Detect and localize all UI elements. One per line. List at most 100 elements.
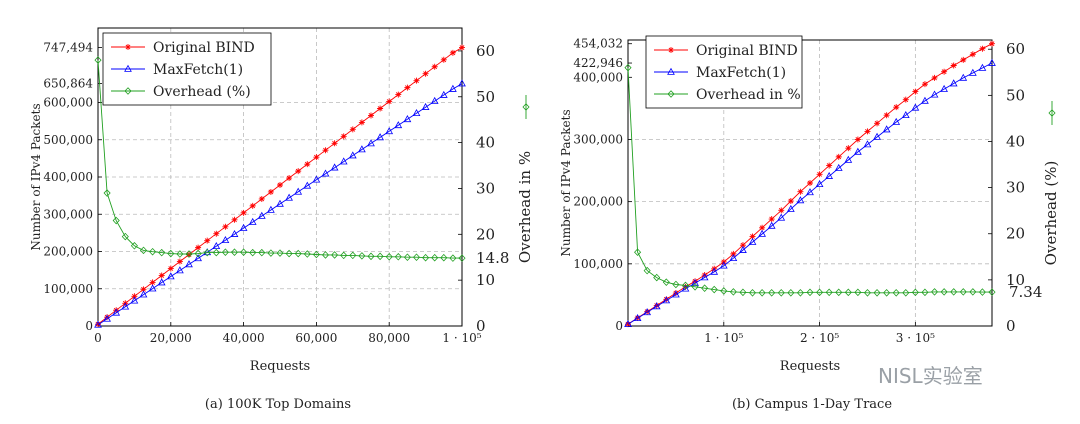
y2-tick-label: 40 <box>1006 132 1025 150</box>
data-point <box>95 321 101 328</box>
y-tick-label: 200,000 <box>573 195 623 209</box>
data-point <box>921 81 928 88</box>
data-point <box>358 252 366 260</box>
data-point <box>185 260 193 268</box>
data-point <box>368 112 374 119</box>
data-point <box>331 251 339 259</box>
data-point <box>643 308 652 316</box>
y2-annotation-label: 7.34 <box>1009 283 1042 301</box>
data-point <box>719 261 728 269</box>
legend-label: Overhead (%) <box>153 84 251 100</box>
data-point <box>662 296 671 304</box>
x-axis-label: Requests <box>250 359 310 374</box>
y2-tick-label: 10 <box>476 271 495 289</box>
data-point <box>931 74 938 81</box>
data-point <box>286 175 293 182</box>
data-point <box>285 249 293 258</box>
data-point <box>786 204 795 212</box>
y-annotation-label: 747,494 <box>43 41 93 55</box>
data-point <box>303 250 311 258</box>
y2-tick-label: 10 <box>1006 271 1025 289</box>
y-tick-label: 600,000 <box>43 96 93 110</box>
data-point <box>748 289 757 297</box>
data-point <box>634 248 642 256</box>
data-point <box>748 237 757 245</box>
y2-tick-label: 20 <box>476 225 495 243</box>
data-point <box>130 296 139 304</box>
data-point <box>148 284 157 292</box>
data-point <box>844 155 853 163</box>
series-triangle-a <box>94 79 466 328</box>
legend-label: MaxFetch(1) <box>153 62 243 78</box>
data-point <box>930 288 939 296</box>
y2-tick-label: 50 <box>476 88 495 106</box>
y2-tick-label: 0 <box>476 317 486 335</box>
data-point <box>204 237 211 244</box>
data-point <box>758 289 766 297</box>
data-point <box>978 288 986 296</box>
data-point <box>930 90 939 98</box>
data-point <box>653 302 660 309</box>
data-point <box>367 252 375 261</box>
data-point <box>643 266 651 275</box>
legend-label: Overhead in % <box>696 87 801 103</box>
data-point <box>194 249 202 258</box>
data-point <box>321 251 330 259</box>
y2-tick-label: 0 <box>1006 317 1016 335</box>
data-point <box>449 49 456 56</box>
data-point <box>394 121 403 129</box>
y-tick-label: 0 <box>85 319 93 333</box>
y2-tick-label: 60 <box>1006 40 1025 58</box>
data-point <box>212 248 220 257</box>
data-point <box>873 289 881 297</box>
y2-axis-label: Overhead in % <box>516 151 534 263</box>
legend-swatch-marker <box>667 67 675 75</box>
x-tick-label: 80,000 <box>368 331 410 345</box>
data-point <box>240 209 247 216</box>
data-point <box>701 284 709 292</box>
data-point <box>672 290 679 297</box>
data-point <box>103 189 111 197</box>
data-point <box>121 232 129 241</box>
data-point <box>394 252 402 261</box>
data-point <box>863 289 872 297</box>
data-point <box>176 250 184 258</box>
data-point <box>902 96 909 103</box>
data-point <box>258 248 266 257</box>
y-tick-label: 300,000 <box>43 207 93 221</box>
data-point <box>730 250 737 257</box>
data-point <box>131 293 138 300</box>
data-point <box>979 45 986 52</box>
data-point <box>176 258 183 265</box>
data-point <box>825 171 834 179</box>
y2-axis-label: Overhead (%) <box>1042 161 1060 266</box>
data-point <box>330 163 339 171</box>
data-point <box>883 112 890 119</box>
data-point <box>167 265 174 272</box>
data-point <box>240 248 248 256</box>
data-point <box>103 314 111 322</box>
data-point <box>267 249 275 257</box>
y2-tick-label: 50 <box>1006 86 1025 104</box>
data-point <box>796 289 804 297</box>
data-point <box>239 223 248 231</box>
data-point <box>385 252 393 261</box>
series-diamond-a <box>94 56 466 262</box>
data-point <box>633 313 642 322</box>
data-point <box>672 290 680 298</box>
data-point <box>911 288 919 297</box>
data-point <box>921 288 929 297</box>
x-axis-label: Requests <box>780 359 840 374</box>
data-point <box>941 68 948 75</box>
data-point <box>431 253 439 262</box>
data-point <box>844 288 852 297</box>
data-point <box>672 280 680 289</box>
data-point <box>139 290 148 298</box>
data-point <box>312 250 320 259</box>
x-tick-label: 3 · 10⁵ <box>896 331 935 345</box>
data-point <box>94 320 102 328</box>
data-point <box>739 242 746 249</box>
legend-label: Original BIND <box>696 43 798 59</box>
data-point <box>340 133 347 140</box>
